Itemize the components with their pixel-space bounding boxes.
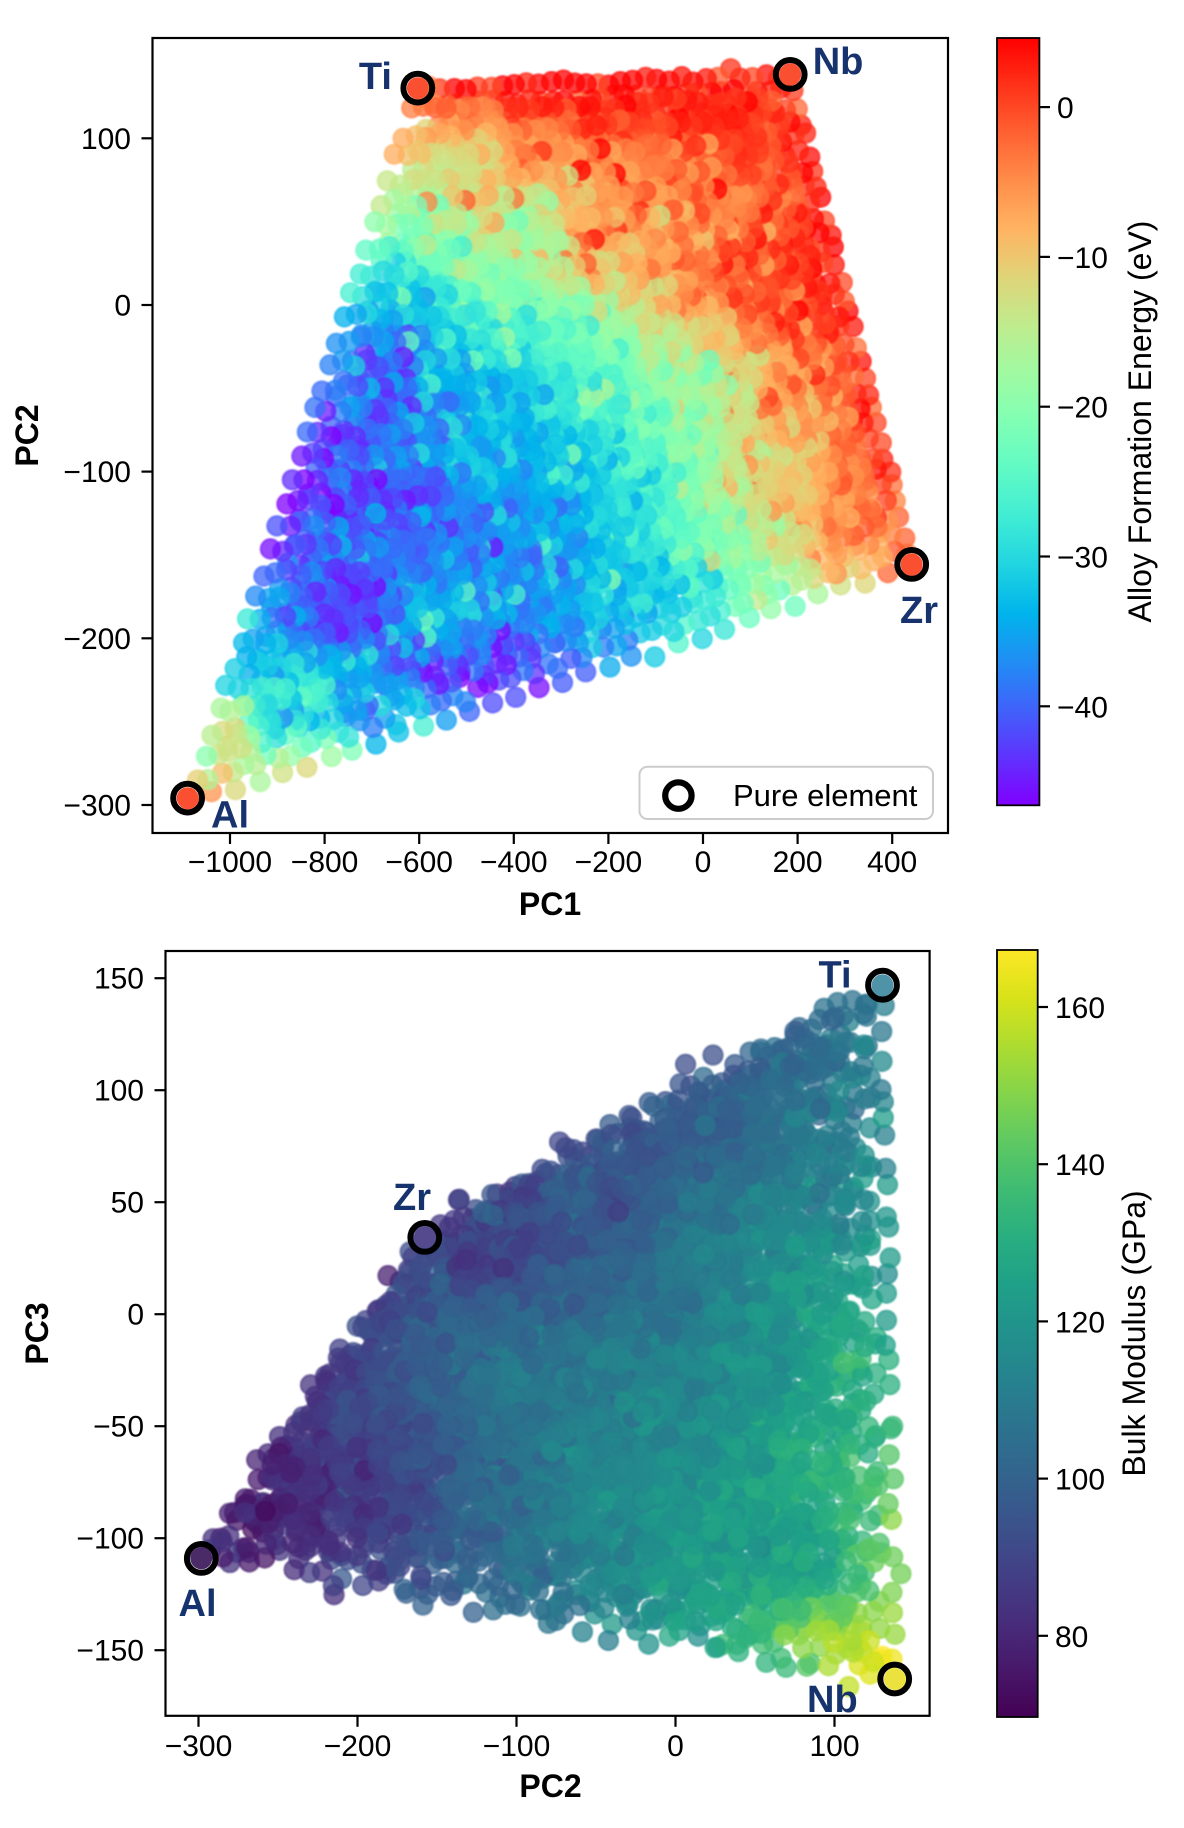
svg-text:140: 140 bbox=[1055, 1149, 1105, 1182]
svg-text:Alloy Formation Energy (eV): Alloy Formation Energy (eV) bbox=[1122, 221, 1158, 623]
svg-text:−300: −300 bbox=[165, 1730, 233, 1763]
svg-text:400: 400 bbox=[867, 846, 917, 879]
svg-text:−400: −400 bbox=[480, 846, 548, 879]
svg-text:100: 100 bbox=[81, 123, 131, 156]
svg-text:Al: Al bbox=[179, 1583, 217, 1625]
svg-text:0: 0 bbox=[667, 1730, 684, 1763]
svg-text:−600: −600 bbox=[385, 846, 453, 879]
svg-text:0: 0 bbox=[114, 290, 131, 323]
svg-text:−50: −50 bbox=[93, 1411, 144, 1444]
svg-text:0: 0 bbox=[1057, 92, 1074, 125]
svg-text:100: 100 bbox=[94, 1075, 144, 1108]
svg-text:−20: −20 bbox=[1057, 392, 1108, 425]
svg-text:Nb: Nb bbox=[813, 41, 864, 83]
svg-text:80: 80 bbox=[1055, 1621, 1088, 1654]
svg-text:PC2: PC2 bbox=[9, 404, 45, 466]
svg-text:100: 100 bbox=[809, 1730, 859, 1763]
svg-text:PC1: PC1 bbox=[519, 886, 581, 922]
svg-text:Zr: Zr bbox=[393, 1177, 431, 1219]
svg-text:50: 50 bbox=[111, 1187, 144, 1220]
svg-text:150: 150 bbox=[94, 963, 144, 996]
svg-text:Al: Al bbox=[211, 794, 249, 836]
svg-text:−800: −800 bbox=[291, 846, 359, 879]
svg-text:0: 0 bbox=[127, 1299, 144, 1332]
svg-text:−300: −300 bbox=[63, 790, 131, 823]
svg-text:−150: −150 bbox=[76, 1635, 144, 1668]
svg-text:−1000: −1000 bbox=[188, 846, 272, 879]
svg-text:160: 160 bbox=[1055, 992, 1105, 1025]
svg-text:Nb: Nb bbox=[807, 1679, 858, 1721]
svg-text:−10: −10 bbox=[1057, 242, 1108, 275]
svg-text:PC3: PC3 bbox=[19, 1302, 55, 1364]
svg-text:Zr: Zr bbox=[900, 590, 938, 632]
svg-text:−100: −100 bbox=[76, 1523, 144, 1556]
svg-text:Ti: Ti bbox=[819, 954, 852, 996]
svg-text:−100: −100 bbox=[63, 456, 131, 489]
svg-text:120: 120 bbox=[1055, 1306, 1105, 1339]
svg-text:Bulk Modulus (GPa): Bulk Modulus (GPa) bbox=[1116, 1190, 1152, 1476]
svg-text:100: 100 bbox=[1055, 1464, 1105, 1497]
svg-text:−200: −200 bbox=[324, 1730, 392, 1763]
svg-text:−100: −100 bbox=[483, 1730, 551, 1763]
svg-text:−200: −200 bbox=[63, 623, 131, 656]
svg-text:200: 200 bbox=[773, 846, 823, 879]
svg-text:−40: −40 bbox=[1057, 691, 1108, 724]
svg-text:PC2: PC2 bbox=[519, 1768, 581, 1804]
svg-text:−200: −200 bbox=[575, 846, 643, 879]
svg-text:−30: −30 bbox=[1057, 542, 1108, 575]
svg-text:0: 0 bbox=[695, 846, 712, 879]
svg-text:Ti: Ti bbox=[359, 56, 392, 98]
svg-text:Pure element: Pure element bbox=[733, 778, 918, 813]
